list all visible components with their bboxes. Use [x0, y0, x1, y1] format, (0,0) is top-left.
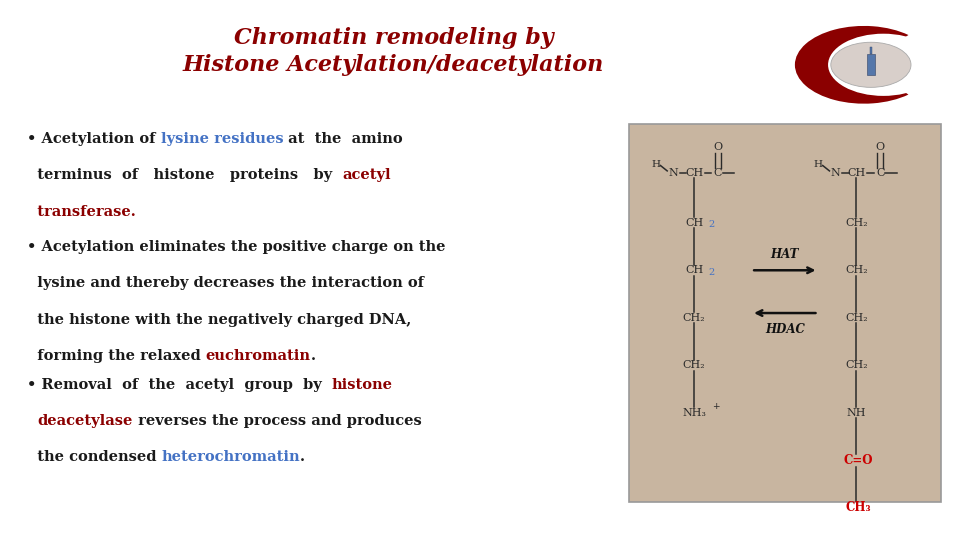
Text: C: C	[714, 168, 722, 178]
Text: HAT: HAT	[771, 247, 799, 261]
Text: N: N	[668, 168, 678, 178]
Text: CH₂: CH₂	[845, 313, 868, 323]
Text: +: +	[712, 402, 720, 411]
Text: H: H	[813, 160, 823, 169]
Text: HDAC: HDAC	[765, 323, 804, 336]
Bar	[867, 54, 876, 76]
Text: • Acetylation eliminates the positive charge on the: • Acetylation eliminates the positive ch…	[27, 240, 445, 254]
Text: lysine and thereby decreases the interaction of: lysine and thereby decreases the interac…	[27, 276, 424, 291]
Text: C: C	[876, 168, 884, 178]
Text: 2: 2	[708, 268, 714, 277]
Text: O: O	[876, 142, 885, 152]
Text: CH₃: CH₃	[846, 501, 871, 515]
Text: CH₂: CH₂	[683, 360, 706, 370]
Text: CH: CH	[847, 168, 866, 178]
Text: .: .	[300, 450, 305, 464]
Text: heterochromatin: heterochromatin	[161, 450, 300, 464]
Text: the condensed: the condensed	[27, 450, 161, 464]
Bar	[629, 124, 941, 502]
Wedge shape	[795, 26, 908, 104]
Text: CH₂: CH₂	[845, 265, 868, 275]
Text: the histone with the negatively charged DNA,: the histone with the negatively charged …	[27, 313, 411, 327]
Text: Chromatin remodeling by
Histone Acetylation/deacetylation: Chromatin remodeling by Histone Acetylat…	[183, 27, 604, 76]
Text: • Acetylation of: • Acetylation of	[27, 132, 160, 146]
Text: CH₂: CH₂	[683, 313, 706, 323]
Text: forming the relaxed: forming the relaxed	[27, 349, 205, 363]
Text: C=O: C=O	[844, 454, 873, 467]
Circle shape	[828, 33, 939, 96]
Text: CH₂: CH₂	[845, 360, 868, 370]
Circle shape	[830, 42, 911, 87]
Bar	[870, 47, 873, 54]
Text: CH: CH	[684, 218, 704, 228]
Text: at  the  amino: at the amino	[283, 132, 403, 146]
Text: acetyl: acetyl	[343, 168, 391, 183]
Text: lysine residues: lysine residues	[160, 132, 283, 146]
Text: 2: 2	[708, 220, 714, 230]
Text: NH: NH	[847, 408, 866, 418]
Text: • Removal  of  the  acetyl  group  by: • Removal of the acetyl group by	[27, 378, 332, 392]
Text: CH: CH	[684, 265, 704, 275]
Text: N: N	[830, 168, 840, 178]
Text: terminus  of   histone   proteins   by: terminus of histone proteins by	[27, 168, 343, 183]
Text: CH₂: CH₂	[845, 218, 868, 228]
Text: CH: CH	[684, 168, 704, 178]
Text: histone: histone	[332, 378, 393, 392]
Text: H: H	[651, 160, 660, 169]
Text: .: .	[311, 349, 316, 363]
Text: euchromatin: euchromatin	[205, 349, 311, 363]
Text: deacetylase: deacetylase	[37, 414, 132, 428]
Text: NH₃: NH₃	[682, 408, 706, 418]
Text: reverses the process and produces: reverses the process and produces	[132, 414, 421, 428]
Text: O: O	[713, 142, 723, 152]
Text: transferase.: transferase.	[27, 205, 135, 219]
